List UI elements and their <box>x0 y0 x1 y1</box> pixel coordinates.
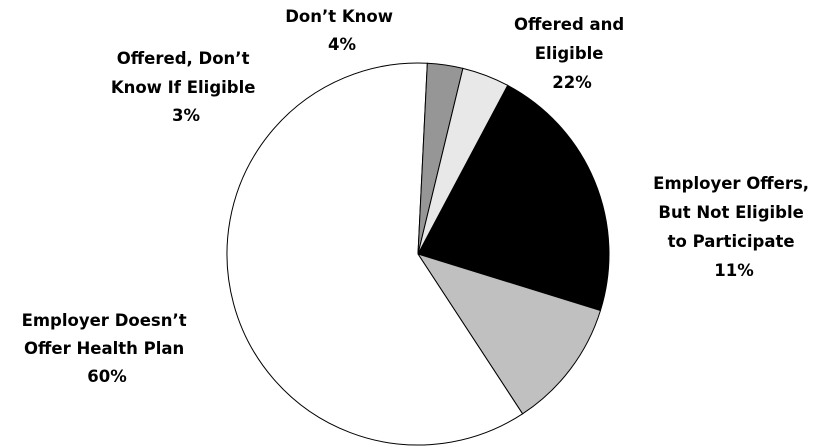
label-offered-eligible: Offered and Eligible 22% <box>514 15 630 92</box>
label-offers-not-eligible: Employer Offers, But Not Eligible to Par… <box>653 174 815 280</box>
label-doesnt-offer: Employer Doesn’t Offer Health Plan 60% <box>22 311 193 386</box>
label-offered-dont-know-eligible: Offered, Don’t Know If Eligible 3% <box>111 49 261 125</box>
slice-offers-not-eligible <box>416 253 602 415</box>
label-dont-know: Don’t Know 4% <box>285 7 399 54</box>
slice-offered-eligible <box>417 84 610 312</box>
slice-doesnt-offer <box>226 62 524 446</box>
slice-dont-know <box>417 67 509 255</box>
